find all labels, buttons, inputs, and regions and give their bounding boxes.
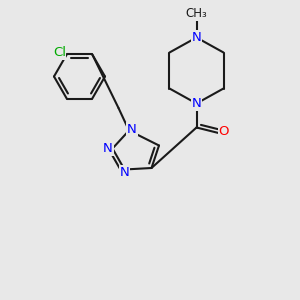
Text: Cl: Cl	[53, 46, 66, 59]
Text: N: N	[192, 97, 201, 110]
Text: N: N	[120, 166, 129, 179]
Text: O: O	[218, 125, 229, 139]
Text: CH₃: CH₃	[186, 7, 207, 20]
Text: N: N	[103, 142, 113, 155]
Text: N: N	[127, 122, 137, 136]
Text: N: N	[192, 31, 201, 44]
